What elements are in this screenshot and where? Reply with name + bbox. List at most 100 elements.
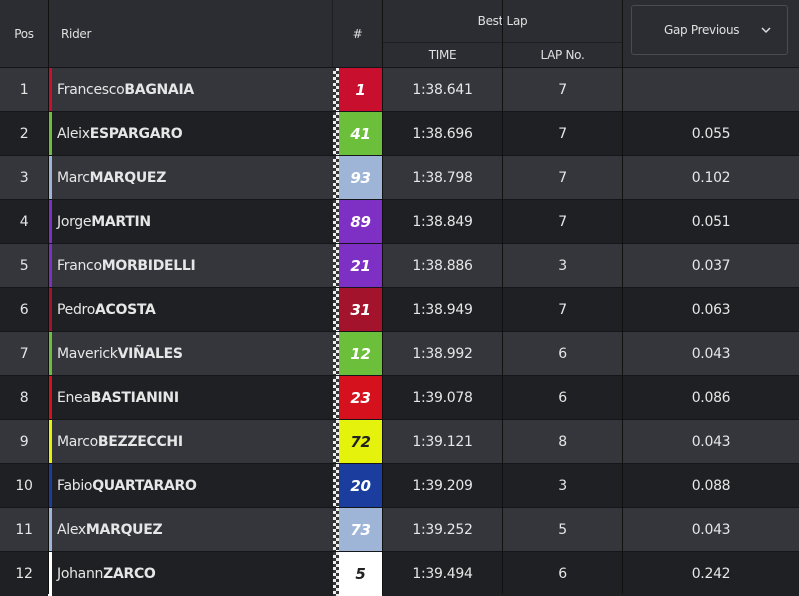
lap-number: 5 [558,522,567,538]
pos: 7 [19,346,29,362]
checkered-flag [333,508,339,552]
best-lap-time: 1:38.849 [412,214,473,230]
table-row: 1 Francesco BAGNAIA 1 1:38.641 7 [0,67,799,112]
gap-previous: 0.043 [691,434,731,450]
table-row: 6 Pedro ACOSTA 31 1:38.949 7 0.063 [0,287,799,332]
last-name: ESPARGARO [89,126,183,142]
team-color-bar [48,288,52,332]
checkered-flag [333,552,339,596]
gap-dropdown[interactable]: Gap Previous [631,5,788,55]
rider-name: Franco MORBIDELLI [57,244,327,288]
first-name: Franco [57,258,102,274]
gap-previous: 0.088 [691,478,731,494]
checkered-flag [333,244,339,288]
rider-name: Aleix ESPARGARO [57,112,327,156]
pos: 8 [19,390,29,406]
pos: 10 [15,478,33,494]
checkered-flag [333,332,339,376]
lap-number: 7 [558,126,567,142]
first-name: Johann [57,566,104,582]
best-lap-time: 1:38.696 [412,126,473,142]
gap-dropdown-label: Gap Previous [664,23,740,37]
table-row: 7 Maverick VIÑALES 12 1:38.992 6 0.043 [0,331,799,376]
first-name: Maverick [57,346,118,362]
last-name: MARTIN [91,214,151,230]
team-color-bar [48,68,52,112]
rider-number: 21 [339,244,382,288]
first-name: Pedro [57,302,95,318]
rider-number: 41 [339,112,382,156]
first-name: Aleix [57,126,90,142]
first-name: Enea [57,390,91,406]
checkered-flag [333,68,339,112]
team-color-bar [48,464,52,508]
last-name: BAGNAIA [124,82,194,98]
lap-number: 3 [558,478,567,494]
column-separator [622,0,623,594]
rider-name: Jorge MARTIN [57,200,327,244]
team-color-bar [48,552,52,596]
header-rider: Rider [49,0,332,67]
rider-number: 93 [339,156,382,200]
table-row: 5 Franco MORBIDELLI 21 1:38.886 3 0.037 [0,243,799,288]
table-row: 12 Johann ZARCO 5 1:39.494 6 0.242 [0,551,799,596]
team-color-bar [48,508,52,552]
best-lap-time: 1:38.992 [412,346,473,362]
table-row: 4 Jorge MARTIN 89 1:38.849 7 0.051 [0,199,799,244]
checkered-flag [333,376,339,420]
team-color-bar [48,112,52,156]
best-lap-time: 1:39.121 [412,434,473,450]
table-row: 10 Fabio QUARTARARO 20 1:39.209 3 0.088 [0,463,799,508]
last-name: BASTIANINI [90,390,179,406]
rider-number: 31 [339,288,382,332]
pos: 11 [15,522,33,538]
rider-name: Maverick VIÑALES [57,332,327,376]
first-name: Fabio [57,478,93,494]
team-color-bar [48,332,52,376]
rider-name: Alex MARQUEZ [57,508,327,552]
rider-name: Marco BEZZECCHI [57,420,327,464]
rider-name: Fabio QUARTARARO [57,464,327,508]
best-lap-time: 1:38.949 [412,302,473,318]
lap-number: 6 [558,346,567,362]
column-separator [502,0,503,594]
best-lap-time: 1:39.209 [412,478,473,494]
rider-number: 89 [339,200,382,244]
rider-number: 12 [339,332,382,376]
gap-previous: 0.063 [691,302,731,318]
header-number: # [333,0,382,67]
rider-name: Pedro ACOSTA [57,288,327,332]
team-color-bar [48,156,52,200]
pos: 4 [19,214,29,230]
column-separator [48,0,49,594]
checkered-flag [333,112,339,156]
first-name: Jorge [57,214,92,230]
rider-number: 72 [339,420,382,464]
column-separator [382,0,383,594]
rider-name: Marc MARQUEZ [57,156,327,200]
header-pos: Pos [0,0,48,67]
header-gap-area: Gap Previous [623,0,799,67]
best-lap-time: 1:39.078 [412,390,473,406]
checkered-flag [333,156,339,200]
gap-previous: 0.051 [691,214,731,230]
team-color-bar [48,420,52,464]
best-lap-time: 1:38.886 [412,258,473,274]
last-name: VIÑALES [117,346,183,362]
rider-number: 20 [339,464,382,508]
header-time: TIME [383,43,502,67]
chevron-icon [761,27,771,34]
lap-number: 6 [558,390,567,406]
gap-previous: 0.055 [691,126,731,142]
last-name: QUARTARARO [92,478,197,494]
rider-number: 73 [339,508,382,552]
last-name: ACOSTA [94,302,156,318]
gap-previous: 0.043 [691,522,731,538]
checkered-flag [333,288,339,332]
pos: 6 [19,302,29,318]
best-lap-time: 1:39.494 [412,566,473,582]
pos: 2 [19,126,29,142]
last-name: MARQUEZ [85,522,163,538]
table-row: 8 Enea BASTIANINI 23 1:39.078 6 0.086 [0,375,799,420]
